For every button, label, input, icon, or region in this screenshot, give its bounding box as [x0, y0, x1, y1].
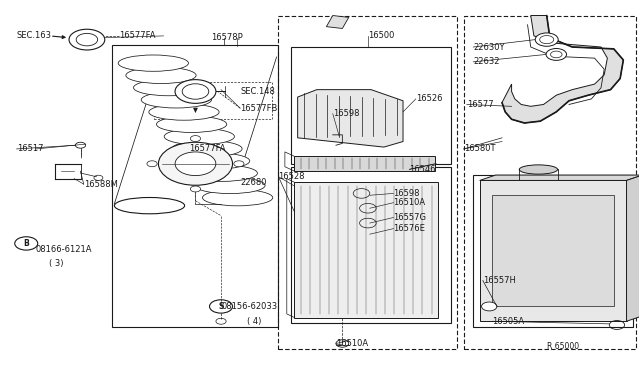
- Bar: [278, 16, 458, 349]
- Text: 16577: 16577: [467, 100, 493, 109]
- Text: B: B: [24, 239, 29, 248]
- Circle shape: [535, 33, 558, 46]
- Text: 16546: 16546: [410, 165, 436, 174]
- Bar: [113, 45, 278, 327]
- Text: 16526: 16526: [416, 94, 442, 103]
- Text: SEC.163: SEC.163: [17, 31, 52, 41]
- Text: 16510A: 16510A: [336, 339, 368, 348]
- Text: 16578P: 16578P: [211, 33, 243, 42]
- Text: SEC.148: SEC.148: [240, 87, 275, 96]
- Circle shape: [147, 161, 157, 167]
- Text: 16577FB: 16577FB: [240, 104, 278, 113]
- Text: 16557H: 16557H: [483, 276, 516, 285]
- Circle shape: [175, 152, 216, 176]
- Text: ( 4): ( 4): [246, 317, 261, 326]
- Circle shape: [69, 29, 105, 50]
- Bar: [492, 195, 614, 307]
- Text: 16517: 16517: [17, 144, 43, 153]
- Text: 22630Y: 22630Y: [473, 42, 505, 51]
- Bar: [291, 47, 451, 164]
- Text: 16510A: 16510A: [394, 198, 426, 207]
- Ellipse shape: [115, 198, 184, 214]
- Text: 16588M: 16588M: [84, 180, 118, 189]
- Ellipse shape: [202, 189, 273, 206]
- Circle shape: [481, 302, 497, 311]
- Circle shape: [546, 48, 566, 60]
- Text: 16577FA: 16577FA: [119, 31, 156, 41]
- Text: 16505A: 16505A: [492, 317, 525, 326]
- Polygon shape: [627, 175, 640, 321]
- Text: 08166-6121A: 08166-6121A: [36, 244, 92, 253]
- Ellipse shape: [187, 165, 257, 182]
- Circle shape: [234, 161, 244, 167]
- Circle shape: [175, 80, 216, 103]
- Text: 16576E: 16576E: [394, 224, 426, 233]
- Polygon shape: [298, 90, 403, 147]
- Text: ( 3): ( 3): [49, 259, 63, 268]
- Circle shape: [159, 142, 232, 185]
- Circle shape: [182, 84, 209, 99]
- Bar: [473, 175, 633, 327]
- Text: R 65000: R 65000: [547, 341, 579, 350]
- Text: 16598: 16598: [333, 109, 359, 118]
- Ellipse shape: [172, 141, 242, 157]
- Bar: [464, 16, 636, 349]
- Text: 22680: 22680: [240, 178, 267, 187]
- Ellipse shape: [141, 92, 211, 108]
- Polygon shape: [479, 175, 640, 180]
- Ellipse shape: [519, 165, 557, 174]
- Bar: [479, 180, 627, 321]
- Circle shape: [15, 237, 38, 250]
- Bar: [294, 182, 438, 318]
- Text: 16598: 16598: [394, 189, 420, 198]
- Ellipse shape: [149, 104, 219, 120]
- Circle shape: [209, 300, 232, 313]
- Ellipse shape: [126, 67, 196, 84]
- Polygon shape: [502, 16, 623, 123]
- Text: 16580T: 16580T: [464, 144, 495, 153]
- Ellipse shape: [118, 55, 188, 71]
- Circle shape: [190, 186, 200, 192]
- Ellipse shape: [195, 177, 265, 193]
- Text: 16557G: 16557G: [394, 213, 426, 222]
- Bar: [154, 82, 272, 119]
- Circle shape: [76, 33, 98, 46]
- Text: 16577FA: 16577FA: [189, 144, 225, 153]
- Text: S: S: [218, 302, 224, 311]
- Text: 22632: 22632: [473, 57, 500, 66]
- Text: 16528: 16528: [278, 172, 305, 181]
- Ellipse shape: [134, 80, 204, 96]
- Bar: [294, 156, 435, 171]
- Circle shape: [190, 136, 200, 141]
- Ellipse shape: [179, 153, 250, 169]
- Polygon shape: [326, 16, 349, 29]
- Text: 16500: 16500: [368, 31, 394, 41]
- Bar: [291, 167, 451, 323]
- Ellipse shape: [164, 128, 234, 145]
- Ellipse shape: [157, 116, 227, 132]
- Text: 08156-62033: 08156-62033: [221, 302, 277, 311]
